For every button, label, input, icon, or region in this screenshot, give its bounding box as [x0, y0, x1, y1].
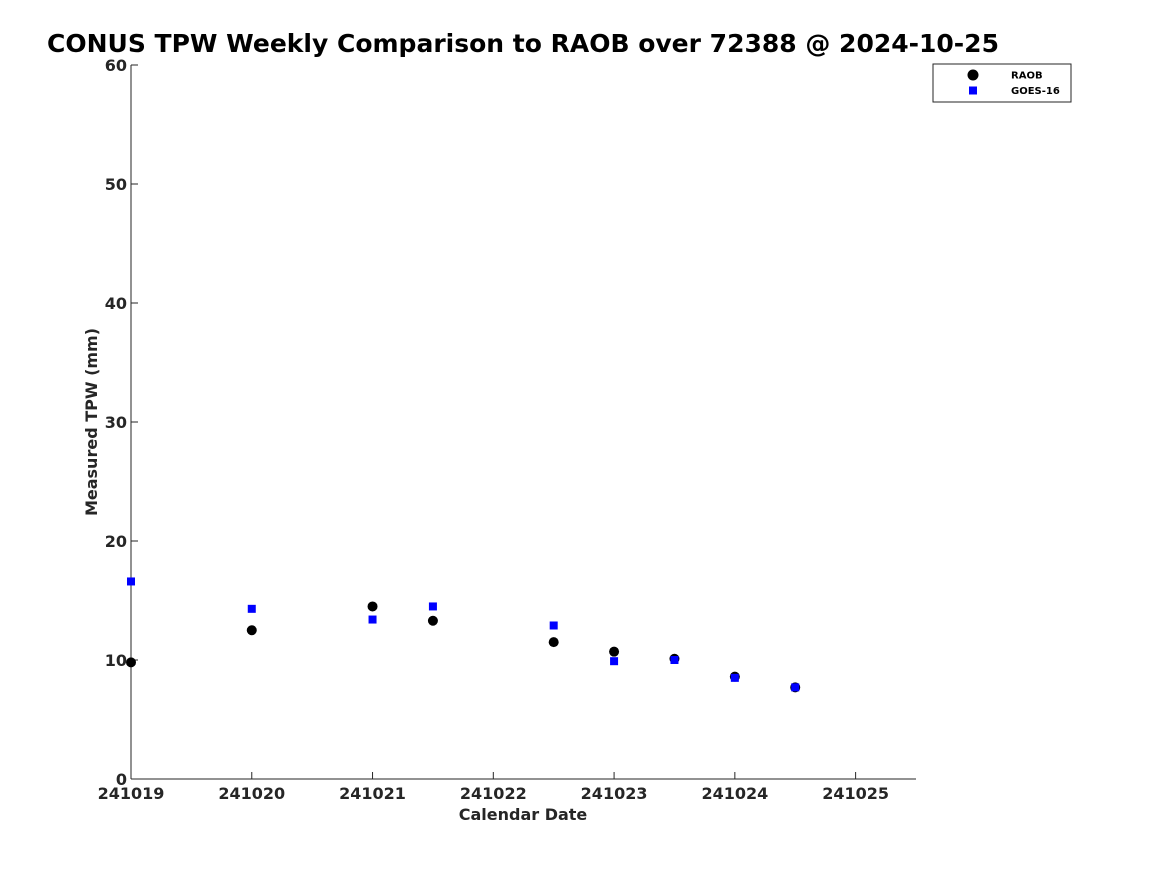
y-tick-label: 50 [105, 175, 127, 194]
x-tick-label: 241023 [581, 784, 648, 803]
chart-title: CONUS TPW Weekly Comparison to RAOB over… [47, 29, 999, 58]
goes16-point [610, 657, 619, 666]
axes [130, 65, 916, 780]
goes16-point [127, 577, 135, 586]
x-tick-label: 241022 [460, 784, 527, 803]
raob-point [548, 637, 559, 648]
x-tick-label: 241020 [218, 784, 285, 803]
y-tick-label: 10 [105, 651, 127, 670]
y-tick-label: 30 [105, 413, 127, 432]
goes16-point [791, 683, 800, 692]
y-tick-label: 40 [105, 294, 127, 313]
legend-label-raob: RAOB [1011, 71, 1043, 82]
goes16-point [368, 615, 377, 624]
data-points [126, 577, 801, 693]
x-tick-label: 241021 [339, 784, 406, 803]
legend-marker-goes16 [969, 86, 977, 95]
y-tick-label: 60 [105, 56, 127, 75]
raob-point [427, 615, 438, 626]
goes16-point [247, 604, 256, 613]
raob-point [367, 601, 378, 612]
x-tick-label: 241024 [701, 784, 768, 803]
legend-box [932, 63, 1072, 103]
goes16-point [670, 656, 679, 664]
y-ticks: 0 10 20 30 40 50 60 [105, 56, 138, 789]
raob-point [126, 657, 136, 668]
legend-marker-raob [967, 69, 979, 81]
raob-point [609, 646, 620, 657]
y-axis-label: Measured TPW (mm) [82, 328, 101, 516]
legend-label-goes16: GOES-16 [1011, 86, 1060, 97]
goes16-point [730, 673, 739, 682]
x-tick-label: 241019 [98, 784, 165, 803]
y-tick-label: 0 [116, 770, 127, 789]
goes16-point [549, 621, 558, 630]
y-tick-label: 20 [105, 532, 127, 551]
goes16-point [428, 602, 437, 611]
x-axis-label: Calendar Date [459, 805, 588, 824]
x-tick-label: 241025 [822, 784, 889, 803]
raob-point [246, 625, 257, 636]
x-ticks: 241019 241020 241021 241022 241023 241024 2410… [98, 772, 889, 803]
legend: RAOB GOES-16 [932, 63, 1072, 103]
